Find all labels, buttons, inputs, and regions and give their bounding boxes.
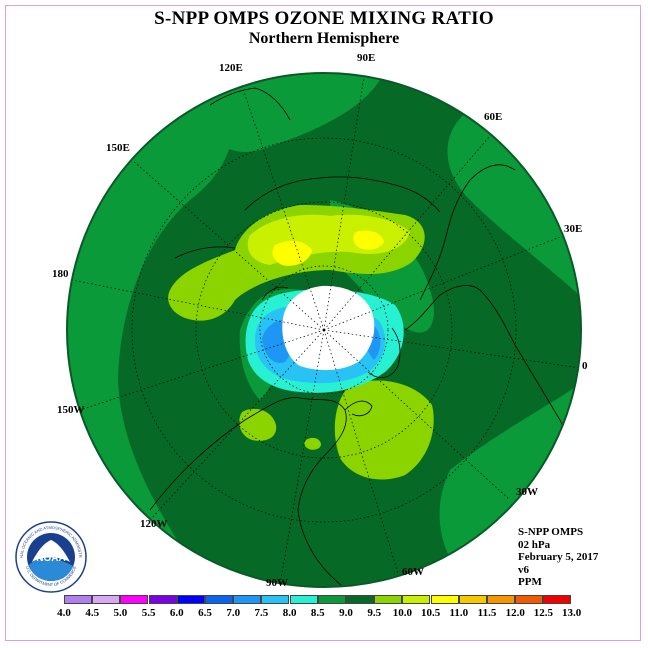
coastline-scandinavia-russia — [419, 164, 516, 301]
ozone-field — [67, 73, 581, 587]
coastline-kamchatka — [209, 87, 291, 121]
map-title: S-NPP OMPS OZONE MIXING RATIO — [154, 8, 494, 29]
meridian-180 — [71, 279, 325, 331]
colorbar-swatch — [430, 595, 459, 604]
meridian-150e — [129, 157, 325, 331]
info-version: v6 — [518, 563, 529, 576]
colorbar-swatch — [205, 595, 233, 604]
latitude-circle-50 — [195, 201, 453, 459]
colorbar-tick-label: 13.0 — [561, 607, 582, 619]
page-frame — [5, 5, 641, 641]
colorbar-swatch — [317, 595, 346, 604]
coastlines — [149, 87, 579, 587]
colorbar-tick-label: 7.0 — [226, 607, 241, 619]
coastline-bering — [174, 246, 236, 259]
info-units: PPM — [518, 576, 542, 588]
colorbar-swatch — [148, 595, 177, 604]
colorbar-tick-label: 6.0 — [169, 607, 184, 619]
meridian-90w — [279, 329, 325, 586]
colorbar-tick-label: 6.5 — [198, 607, 212, 619]
colorbar-swatch — [374, 595, 403, 604]
lon-label-120w: 120W — [140, 518, 168, 530]
lon-label-0: 0 — [582, 360, 588, 372]
colorbar-swatch — [402, 595, 431, 604]
noaa-logo: NOAA NATIONAL OCEANIC AND ATMOSPHERIC AD… — [14, 520, 87, 593]
colorbar-tick-label: 9.5 — [367, 607, 382, 619]
info-date: February 5, 2017 — [518, 551, 599, 563]
coastline-greenland — [367, 327, 401, 379]
lon-label-180: 180 — [52, 268, 69, 280]
colorbar-tick-label: 10.5 — [420, 607, 441, 619]
lon-label-150w: 150W — [57, 404, 85, 416]
colorbar-tick-label: 8.5 — [310, 607, 325, 619]
map-subtitle: Northern Hemisphere — [248, 30, 400, 47]
colorbar-swatch — [458, 595, 487, 604]
coastline-alaska — [261, 286, 289, 301]
lon-label-60w: 60W — [402, 566, 424, 578]
info-level: 02 hPa — [518, 538, 551, 551]
info-instrument: S-NPP OMPS — [518, 526, 584, 538]
colorbar-tick-label: 5.5 — [141, 607, 156, 619]
colorbar-swatch — [289, 595, 318, 604]
contour-9p0-9p5-atlantic — [334, 380, 434, 480]
colorbar-tick-label: 12.0 — [505, 607, 525, 619]
coastline-greenland-south — [344, 400, 373, 417]
contour-8p0-8p5-east — [447, 110, 581, 300]
colorbar-tick-label: 4.5 — [85, 607, 100, 619]
colorbar-swatch — [261, 595, 290, 604]
contour-9p0-9p5-lakes — [304, 437, 321, 450]
colorbar-tick-label: 11.0 — [449, 607, 469, 619]
colorbar-swatch — [92, 595, 121, 604]
colorbar-swatch — [487, 595, 515, 604]
contour-10p0-10p5-a — [272, 240, 312, 266]
contour-8p0-8p5-southeast — [439, 380, 581, 580]
coastline-north-america — [149, 397, 376, 587]
meridian-150w — [79, 329, 325, 411]
lon-label-90w: 90W — [266, 577, 288, 589]
colorbar-tick-label: 7.5 — [254, 607, 269, 619]
lon-label-120e: 120E — [219, 62, 243, 74]
colorbar-swatch — [64, 595, 92, 604]
coastline-siberia — [244, 176, 441, 213]
colorbar-swatch — [346, 595, 374, 604]
colorbar-tick-label: 4.0 — [57, 607, 71, 619]
info-block: S-NPP OMPS 02 hPa February 5, 2017 v6 PP… — [518, 526, 598, 589]
colorbar-tick-label: 10.0 — [392, 607, 413, 619]
colorbar-tick-label: 8.0 — [282, 607, 297, 619]
lon-label-150e: 150E — [106, 142, 130, 154]
colorbar-tick-label: 12.5 — [533, 607, 554, 619]
lon-label-30e: 30E — [564, 223, 583, 235]
lon-label-90e: 90E — [357, 52, 376, 64]
colorbar-tick-label: 11.5 — [477, 607, 497, 619]
colorbar-swatch — [176, 595, 205, 604]
coastline-europe — [404, 285, 579, 481]
contour-10p0-10p5-b — [353, 230, 384, 250]
colorbar-swatch — [515, 595, 544, 604]
lon-label-60e: 60E — [484, 111, 503, 123]
colorbar-tick-label: 5.0 — [113, 607, 128, 619]
meridian-0 — [323, 329, 581, 369]
colorbar-swatch — [120, 595, 149, 604]
lon-label-30w: 30W — [516, 486, 538, 498]
colorbar-swatch — [233, 595, 262, 604]
latitude-circle-70 — [259, 265, 389, 395]
colorbar-tick-label: 9.0 — [339, 607, 353, 619]
hemisphere-boundary — [66, 72, 582, 588]
noaa-logo-acronym: NOAA — [36, 553, 65, 564]
contour-8p0-8p5-north — [200, 73, 380, 152]
latitude-circle-30 — [131, 137, 517, 523]
contour-9p0-9p5-canada — [239, 408, 277, 441]
colorbar-swatch — [543, 595, 572, 604]
